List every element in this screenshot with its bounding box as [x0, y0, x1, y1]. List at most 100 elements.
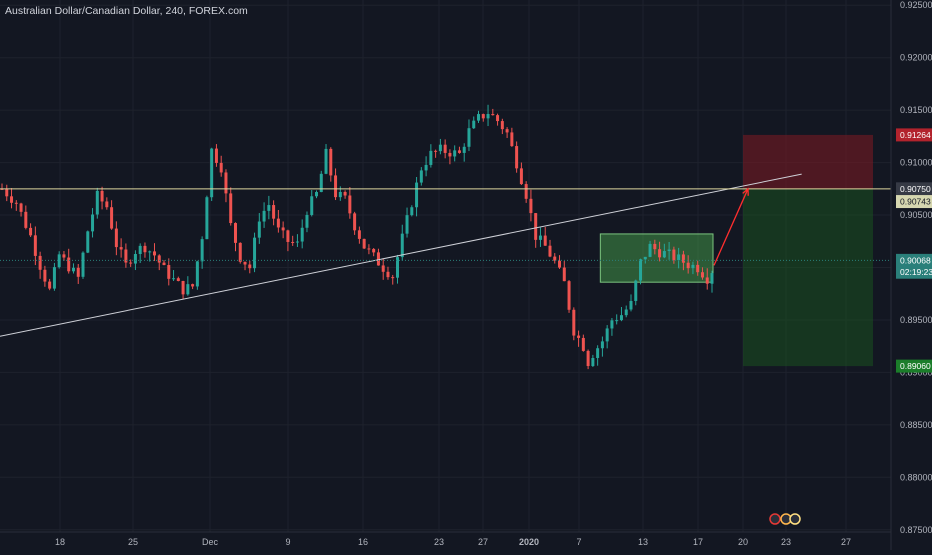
candle-body [52, 267, 56, 289]
candle-body [619, 315, 623, 321]
price-tick-label: 0.90500 [900, 210, 932, 220]
candle-body [267, 205, 271, 211]
candle-body [505, 129, 509, 133]
candle-body [677, 254, 681, 261]
candle-body [57, 254, 61, 268]
candle-body [381, 265, 385, 272]
candle-body [457, 150, 461, 153]
time-tick-label: 23 [781, 537, 791, 547]
drawings[interactable] [0, 173, 891, 337]
resistance-price-tag [896, 182, 932, 196]
candle-body [133, 254, 137, 264]
price-tick-label: 0.91500 [900, 105, 932, 115]
candle-body [314, 192, 318, 197]
candle-body [334, 175, 338, 198]
candle-body [653, 243, 657, 250]
candle-body [262, 210, 266, 222]
event-marker-icon[interactable] [769, 513, 781, 525]
candle-body [543, 235, 547, 246]
candle-body [191, 284, 195, 287]
candle-body [152, 251, 156, 256]
candle-body [481, 114, 485, 119]
time-axis[interactable]: 18 25 Dec 9 16 23 27 2020 7 13 17 20 23 27 [55, 537, 851, 547]
candle-body [434, 150, 438, 152]
stop-price-text: 0.91264 [900, 130, 931, 140]
candle-body [253, 237, 257, 269]
candle-body [86, 231, 90, 253]
candle-body [210, 148, 214, 198]
candle-body [524, 184, 528, 199]
price-tick-label: 0.88500 [900, 420, 932, 430]
candle-body [33, 235, 37, 256]
candle-body [186, 284, 190, 295]
candle-body [167, 265, 171, 279]
candle-body [205, 197, 209, 240]
candle-body [338, 191, 342, 198]
candle-body [396, 257, 400, 278]
time-tick-label: 2020 [519, 537, 539, 547]
target-price-text: 0.89060 [900, 361, 931, 371]
time-tick-label: 27 [478, 537, 488, 547]
candle-body [71, 267, 75, 272]
candle-body [19, 203, 23, 212]
candle-body [386, 271, 390, 278]
price-tick-label: 0.92000 [900, 53, 932, 63]
candle-body [510, 132, 514, 147]
candle-body [429, 150, 433, 165]
candle-body [586, 350, 590, 367]
candle-body [710, 273, 714, 284]
candle-body [295, 241, 299, 243]
candle-body [181, 280, 185, 295]
candle-body [81, 252, 85, 277]
position-zones[interactable] [599, 134, 873, 367]
price-tick-label: 0.89500 [900, 315, 932, 325]
time-tick-label: 18 [55, 537, 65, 547]
candle-body [76, 267, 80, 277]
candle-body [329, 148, 333, 176]
event-marker-icon[interactable] [789, 513, 801, 525]
candle-body [48, 281, 52, 289]
candle-body [353, 213, 357, 231]
candle-body [534, 213, 538, 240]
candle-body [233, 223, 237, 243]
candle-body [462, 146, 466, 153]
candle-body [696, 264, 700, 273]
candle-body [581, 337, 585, 351]
candle-body [562, 267, 566, 282]
time-tick-label: 17 [693, 537, 703, 547]
candle-body [648, 243, 652, 257]
candle-body [453, 150, 457, 157]
candle-body [162, 262, 166, 266]
candle-body [143, 245, 147, 253]
time-tick-label: 9 [285, 537, 290, 547]
candle-body [410, 207, 414, 216]
candle-body [224, 172, 228, 194]
event-markers[interactable] [769, 513, 801, 525]
candle-body [310, 196, 314, 215]
consolidation-box[interactable] [599, 233, 714, 283]
candle-body [491, 114, 495, 116]
candle-body [257, 221, 261, 238]
candle-body [405, 215, 409, 234]
take-profit-zone[interactable] [743, 188, 873, 367]
candle-body [276, 218, 280, 228]
resistance-price-text: 0.90750 [900, 184, 931, 194]
time-tick-label: 20 [738, 537, 748, 547]
candle-body [500, 121, 504, 130]
candle-body [14, 202, 18, 204]
trend-line[interactable] [0, 173, 802, 337]
candle-body [572, 309, 576, 336]
candle-body [272, 205, 276, 219]
price-tick-label: 0.91000 [900, 158, 932, 168]
stop-loss-zone[interactable] [743, 134, 873, 189]
candle-body [229, 193, 233, 224]
candle-body [424, 164, 428, 171]
projection-arrow[interactable] [713, 188, 749, 266]
candle-body [700, 272, 704, 278]
candle-body [667, 249, 671, 252]
countdown-tag [896, 265, 932, 279]
candle-body [10, 196, 14, 203]
